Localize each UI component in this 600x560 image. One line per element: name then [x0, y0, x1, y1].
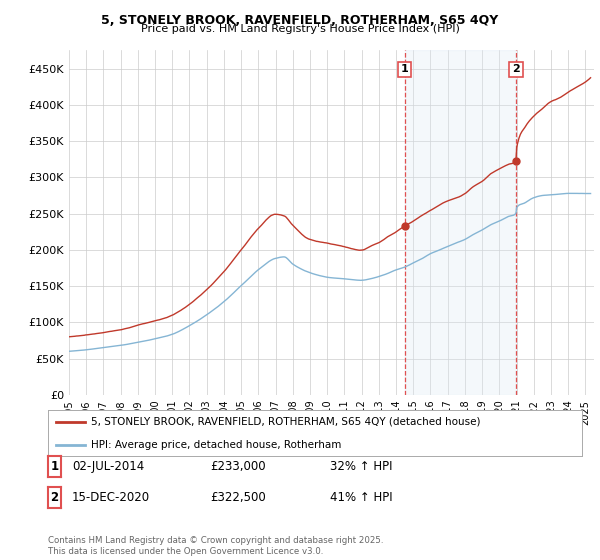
Text: 1: 1 [50, 460, 59, 473]
Text: 2: 2 [512, 64, 520, 74]
Text: £322,500: £322,500 [210, 491, 266, 504]
Text: 5, STONELY BROOK, RAVENFIELD, ROTHERHAM, S65 4QY: 5, STONELY BROOK, RAVENFIELD, ROTHERHAM,… [101, 14, 499, 27]
Text: 2: 2 [50, 491, 59, 504]
Text: 41% ↑ HPI: 41% ↑ HPI [330, 491, 392, 504]
Text: £233,000: £233,000 [210, 460, 266, 473]
Text: 32% ↑ HPI: 32% ↑ HPI [330, 460, 392, 473]
Text: Price paid vs. HM Land Registry's House Price Index (HPI): Price paid vs. HM Land Registry's House … [140, 24, 460, 34]
Text: HPI: Average price, detached house, Rotherham: HPI: Average price, detached house, Roth… [91, 440, 341, 450]
Text: Contains HM Land Registry data © Crown copyright and database right 2025.
This d: Contains HM Land Registry data © Crown c… [48, 536, 383, 556]
Bar [404, 50, 516, 395]
Text: 1: 1 [401, 64, 409, 74]
Text: 15-DEC-2020: 15-DEC-2020 [72, 491, 150, 504]
Text: 5, STONELY BROOK, RAVENFIELD, ROTHERHAM, S65 4QY (detached house): 5, STONELY BROOK, RAVENFIELD, ROTHERHAM,… [91, 417, 480, 427]
Text: 02-JUL-2014: 02-JUL-2014 [72, 460, 144, 473]
